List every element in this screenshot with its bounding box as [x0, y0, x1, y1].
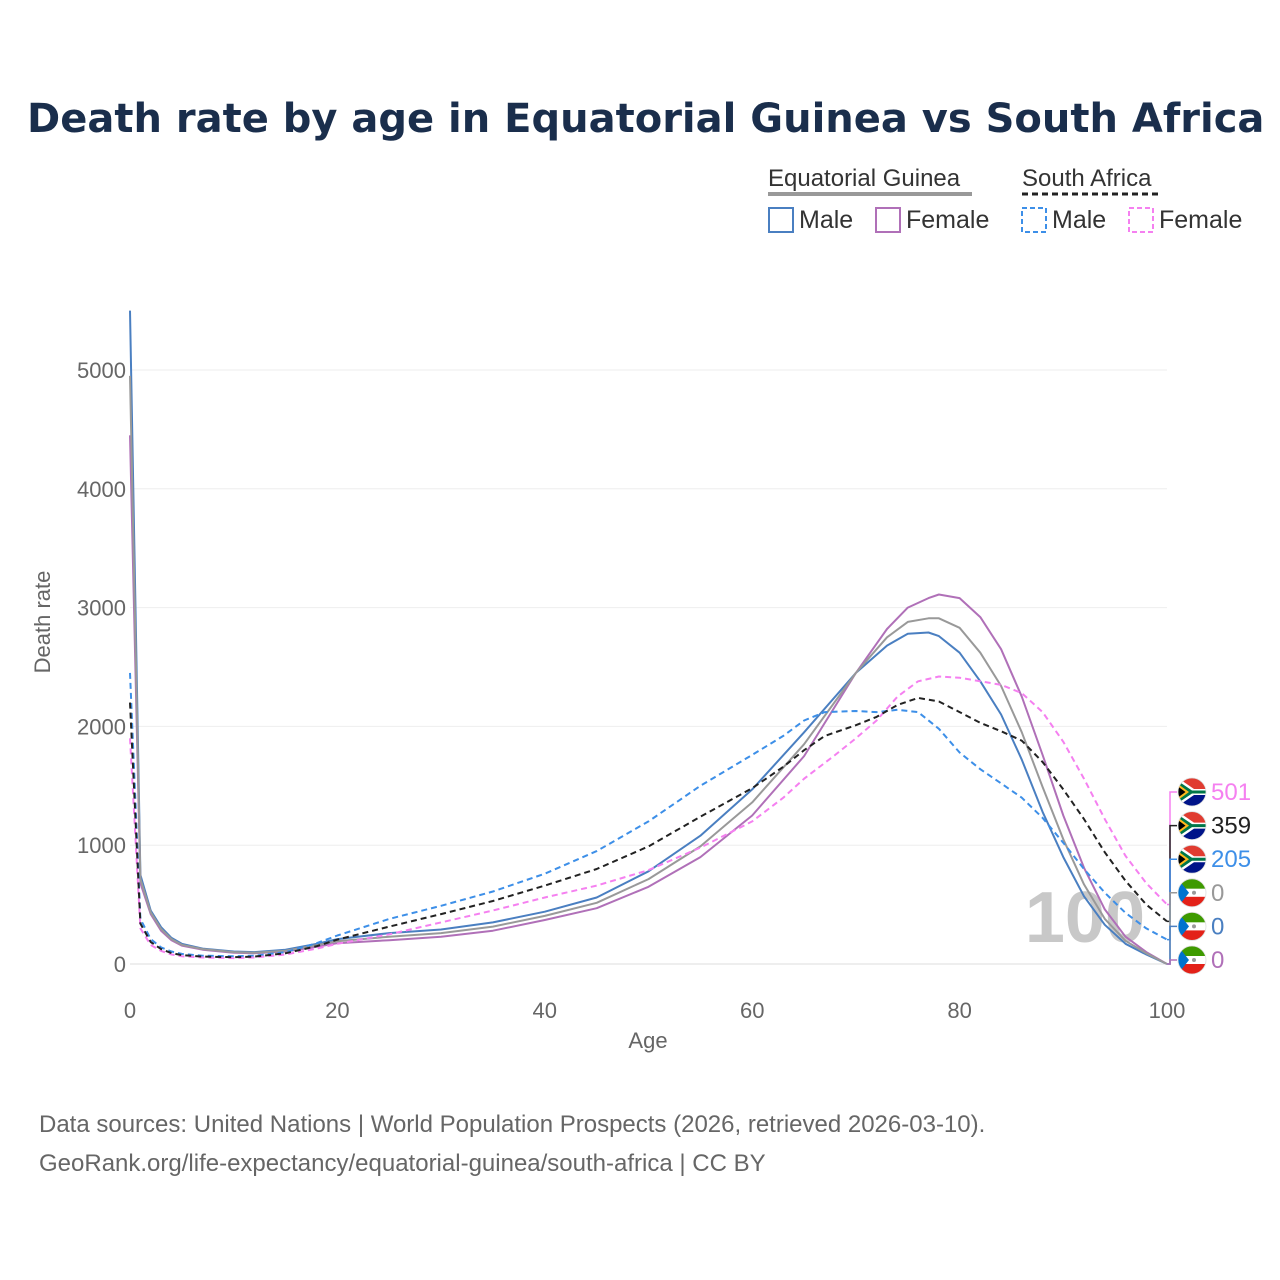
- y-tick-label: 4000: [77, 477, 126, 502]
- equatorial-guinea-flag-icon: [1177, 878, 1207, 908]
- x-tick-label: 80: [947, 998, 971, 1023]
- y-axis-title: Death rate: [30, 571, 55, 674]
- legend-swatch-eg-female[interactable]: [875, 207, 901, 233]
- legend-group-south-africa[interactable]: South Africa Male Female: [1021, 165, 1242, 234]
- south-africa-flag-icon: [1177, 844, 1207, 874]
- y-tick-label: 2000: [77, 714, 126, 739]
- y-tick-label: 1000: [77, 833, 126, 858]
- end-label-value: 359: [1211, 813, 1251, 840]
- equatorial-guinea-flag-icon: [1177, 912, 1207, 941]
- gridlines: [130, 369, 1167, 965]
- end-label-leader: [1167, 959, 1177, 965]
- y-tick-label: 3000: [77, 596, 126, 621]
- series-line-south-africa-male[interactable]: [129, 672, 1168, 958]
- x-axis-ticks: 0 20 40 60 80 100: [124, 998, 1185, 1023]
- series-line-equatorial-guinea-male[interactable]: [129, 310, 1168, 965]
- end-label-value: 0: [1211, 880, 1224, 907]
- legend-label-sa-female[interactable]: Female: [1159, 206, 1242, 234]
- end-label-value: 0: [1211, 947, 1224, 974]
- end-labels: 501 359 205 0 0 0: [1167, 777, 1251, 975]
- age-readout: 100: [1025, 878, 1145, 958]
- legend-label-sa-male[interactable]: Male: [1052, 206, 1106, 234]
- legend-swatch-eg-male[interactable]: [768, 207, 794, 233]
- series-line-south-africa-female[interactable]: [129, 675, 1168, 960]
- x-axis-title: Age: [628, 1028, 667, 1053]
- legend-group-equatorial-guinea[interactable]: Equatorial Guinea Male Female: [768, 165, 989, 234]
- series-line-equatorial-guinea-female[interactable]: [129, 435, 1168, 965]
- legend: Equatorial Guinea Male Female South Afri…: [768, 165, 1242, 234]
- y-tick-label: 5000: [77, 358, 126, 383]
- x-tick-label: 20: [325, 998, 349, 1023]
- chart-title: Death rate by age in Equatorial Guinea v…: [27, 96, 1264, 142]
- legend-label-eg-male[interactable]: Male: [799, 206, 853, 234]
- end-label-leader: [1167, 925, 1177, 965]
- x-tick-label: 40: [533, 998, 557, 1023]
- source-line-2[interactable]: GeoRank.org/life-expectancy/equatorial-g…: [39, 1150, 766, 1177]
- y-axis-ticks: 0 1000 2000 3000 4000 5000: [77, 358, 126, 977]
- south-africa-flag-icon: [1177, 777, 1207, 807]
- end-label-value: 205: [1211, 846, 1251, 873]
- legend-group-title: Equatorial Guinea: [768, 165, 961, 192]
- series-line-south-africa-total[interactable]: [129, 696, 1168, 959]
- legend-swatch-sa-female[interactable]: [1128, 207, 1154, 233]
- legend-swatch-sa-male[interactable]: [1021, 207, 1047, 233]
- x-tick-label: 60: [740, 998, 764, 1023]
- south-africa-flag-icon: [1177, 811, 1207, 840]
- legend-label-eg-female[interactable]: Female: [906, 206, 989, 234]
- y-tick-label: 0: [114, 952, 126, 977]
- series-line-equatorial-guinea-total[interactable]: [129, 375, 1168, 965]
- legend-group-title: South Africa: [1022, 165, 1152, 192]
- x-tick-label: 0: [124, 998, 136, 1023]
- series-lines: [129, 310, 1168, 965]
- equatorial-guinea-flag-icon: [1177, 945, 1207, 975]
- end-label-leader: [1167, 791, 1177, 906]
- x-tick-label: 100: [1149, 998, 1186, 1023]
- end-label-value: 501: [1211, 779, 1251, 806]
- end-label-leader: [1167, 892, 1177, 965]
- end-label-leader: [1167, 824, 1177, 923]
- end-label-leader: [1167, 858, 1177, 941]
- source-line-1: Data sources: United Nations | World Pop…: [39, 1111, 985, 1138]
- end-label-value: 0: [1211, 913, 1224, 940]
